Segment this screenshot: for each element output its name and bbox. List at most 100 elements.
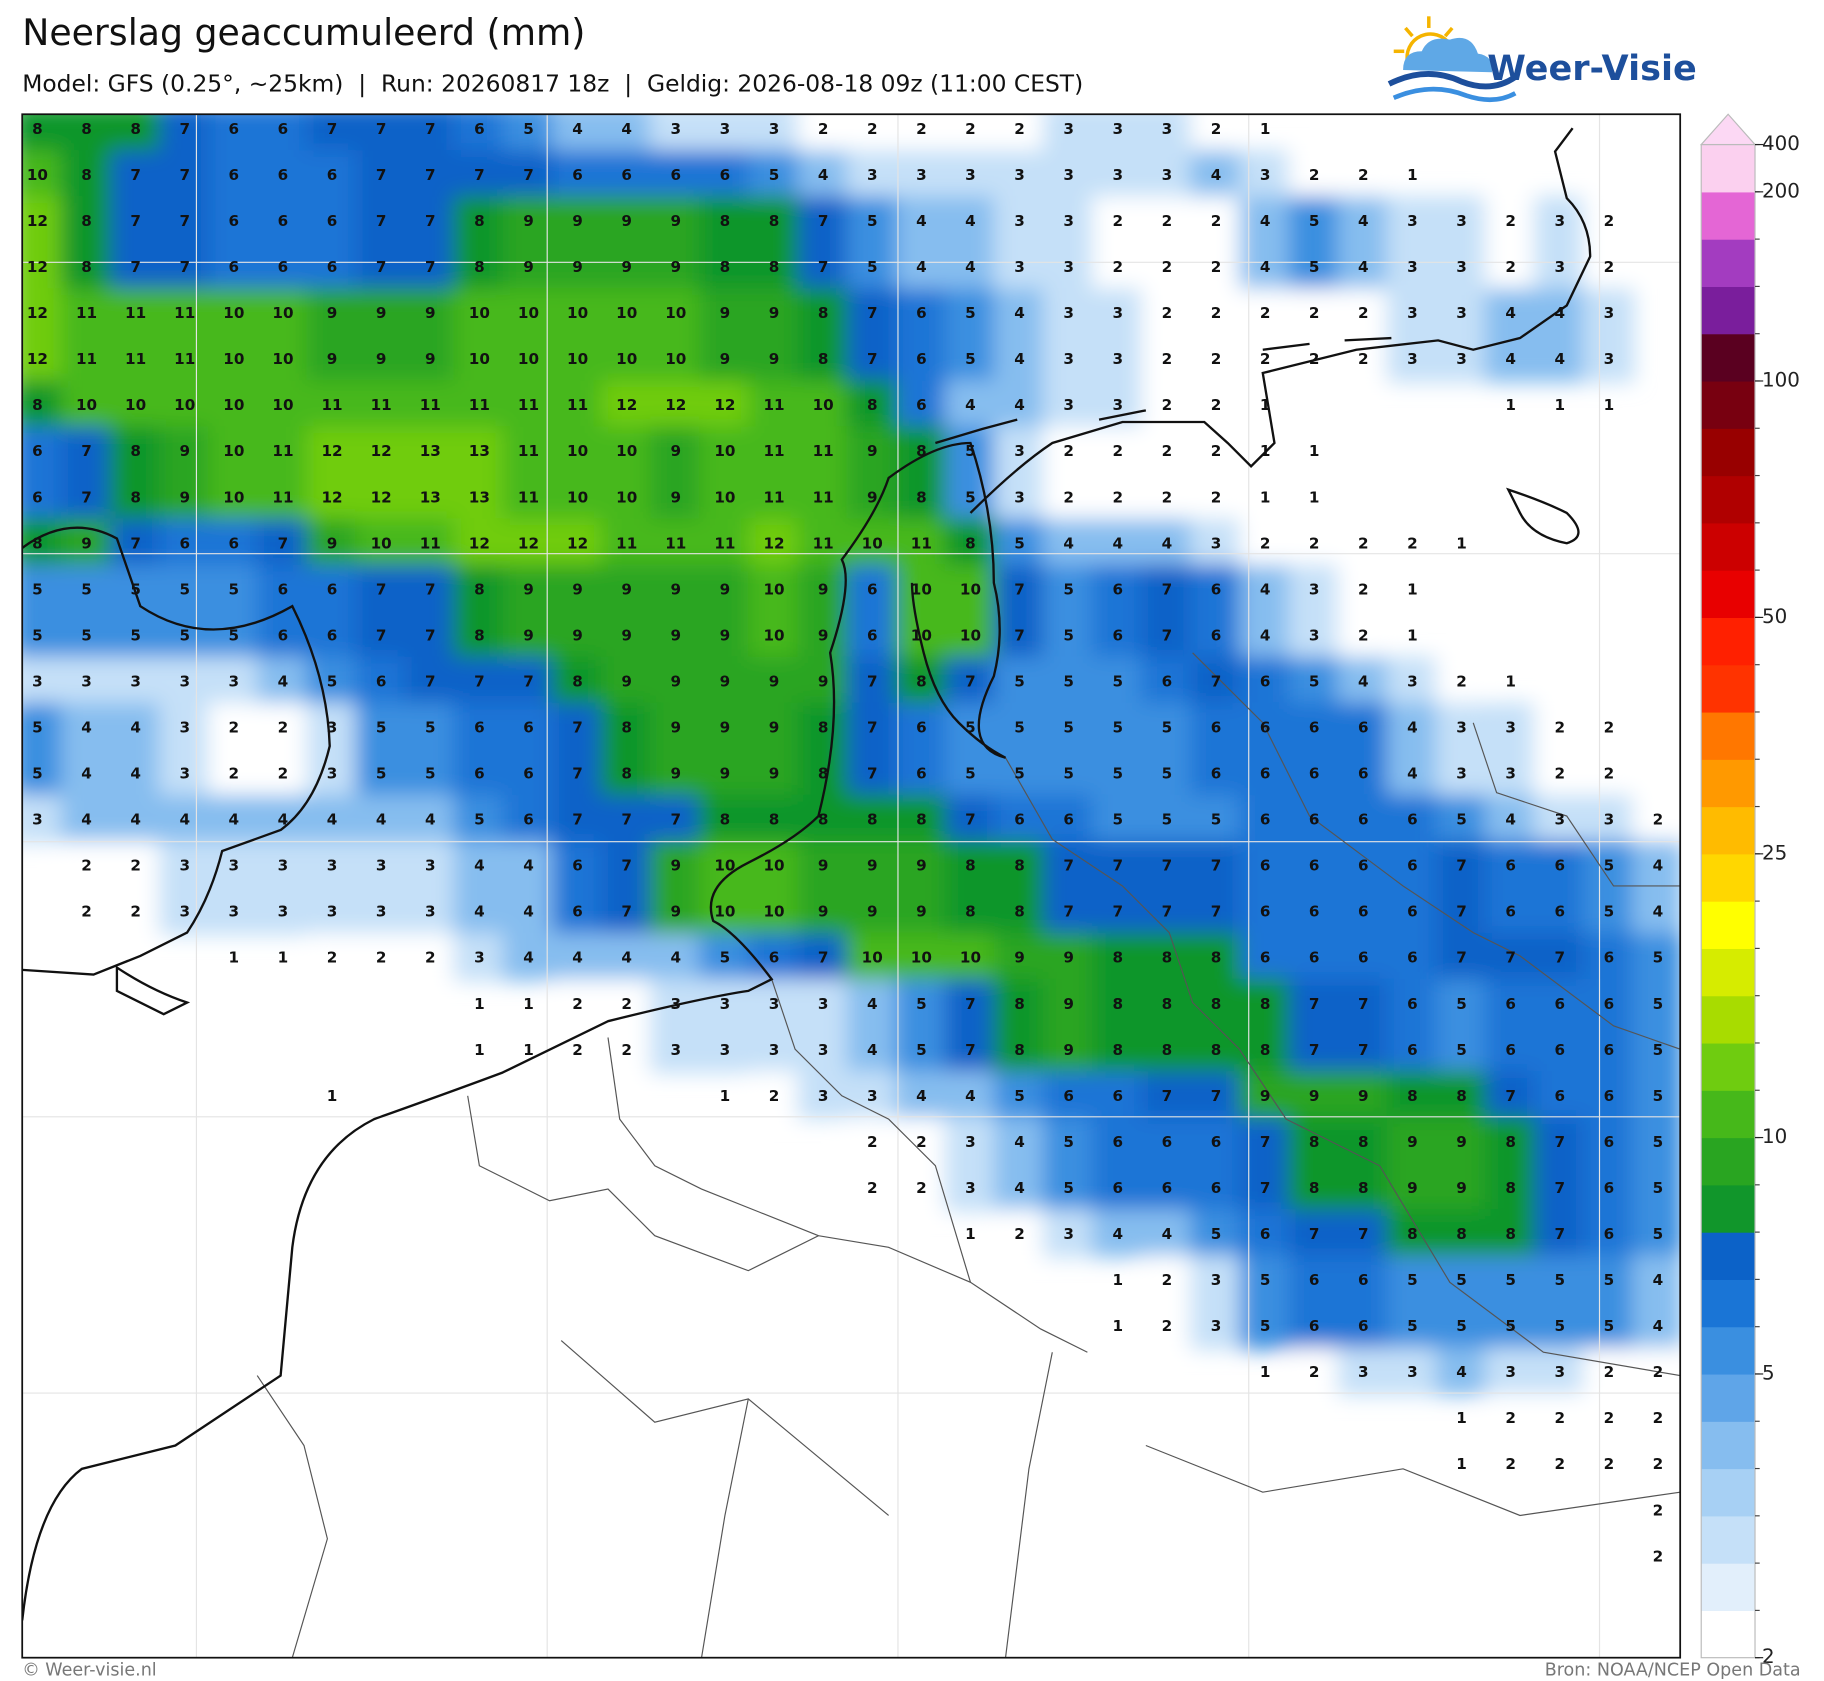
field-cell xyxy=(650,472,702,521)
field-cell xyxy=(257,840,309,890)
colorbar-tick-label: 400 xyxy=(1762,132,1800,155)
grid-value: 9 xyxy=(1407,1133,1418,1151)
grid-value: 2 xyxy=(916,120,927,138)
field-cell xyxy=(159,748,211,798)
field-cell xyxy=(650,150,702,199)
field-cell xyxy=(650,978,702,1028)
field-cell xyxy=(1583,794,1635,844)
field-cell xyxy=(600,932,653,982)
field-cell xyxy=(404,886,456,936)
colorbar-segment xyxy=(1701,475,1756,524)
field-cell xyxy=(1288,932,1340,982)
grid-value: 9 xyxy=(1407,1179,1418,1197)
field-cell xyxy=(993,380,1046,429)
grid-value: 7 xyxy=(818,949,829,967)
title: Neerslag geaccumuleerd (mm) xyxy=(22,11,585,54)
field-cell xyxy=(797,196,849,245)
field-cell xyxy=(1534,1117,1586,1166)
grid-value: 6 xyxy=(327,166,338,184)
field-cell xyxy=(159,564,211,613)
grid-value: 7 xyxy=(1456,903,1467,921)
colorbar-segment xyxy=(1701,1042,1756,1091)
grid-value: 4 xyxy=(572,120,583,138)
field-cell xyxy=(895,840,948,890)
grid-value: 4 xyxy=(81,811,92,829)
field-cell xyxy=(1092,932,1144,982)
field-cell xyxy=(502,242,555,291)
field-cell xyxy=(699,242,751,291)
grid-value: 9 xyxy=(523,212,534,230)
field-cell xyxy=(895,794,948,844)
grid-value: 5 xyxy=(376,765,387,783)
grid-value: 3 xyxy=(1113,166,1124,184)
field-cell xyxy=(993,472,1046,521)
field-cell xyxy=(1337,840,1390,890)
field-cell xyxy=(404,932,456,982)
grid-value: 13 xyxy=(469,488,490,506)
grid-value: 10 xyxy=(371,534,392,552)
field-cell xyxy=(600,334,653,383)
field-cell xyxy=(1042,656,1095,705)
grid-value: 1 xyxy=(474,1041,485,1059)
grid-value: 10 xyxy=(616,304,637,322)
grid-value: 2 xyxy=(81,903,92,921)
field-cell xyxy=(797,748,849,798)
field-cell xyxy=(1632,886,1681,936)
grid-value: 7 xyxy=(130,212,141,230)
field-cell xyxy=(1141,610,1193,659)
grid-value: 7 xyxy=(81,442,92,460)
field-cell xyxy=(551,1024,604,1074)
field-cell xyxy=(159,794,211,844)
field-cell xyxy=(1042,472,1095,521)
grid-value: 8 xyxy=(32,120,43,138)
grid-value: 2 xyxy=(916,1179,927,1197)
field-cell xyxy=(1632,1255,1681,1304)
field-cell xyxy=(22,564,64,613)
grid-value: 6 xyxy=(916,765,927,783)
grid-value: 9 xyxy=(818,857,829,875)
field-cell xyxy=(1386,1255,1439,1304)
field-cell xyxy=(748,426,800,475)
field-cell xyxy=(748,886,800,936)
field-cell xyxy=(1534,702,1586,752)
grid-value: 7 xyxy=(425,626,436,644)
grid-value: 5 xyxy=(1653,995,1664,1013)
grid-value: 6 xyxy=(474,765,485,783)
grid-value: 8 xyxy=(1309,1179,1320,1197)
field-cell xyxy=(1239,564,1291,613)
grid-value: 6 xyxy=(1309,811,1320,829)
field-cell xyxy=(208,334,260,383)
field-cell xyxy=(1042,114,1095,153)
field-cell xyxy=(1484,1117,1537,1166)
field-cell xyxy=(1141,242,1193,291)
grid-value: 7 xyxy=(1260,1179,1271,1197)
grid-value: 9 xyxy=(621,258,632,276)
grid-value: 4 xyxy=(1407,765,1418,783)
grid-value: 4 xyxy=(1653,903,1664,921)
grid-value: 5 xyxy=(769,166,780,184)
grid-value: 11 xyxy=(76,304,97,322)
field-cell xyxy=(1190,656,1242,705)
field-cell xyxy=(1534,840,1586,890)
field-cell xyxy=(1239,1071,1291,1120)
field-cell xyxy=(1141,794,1193,844)
field-cell xyxy=(1288,978,1340,1028)
field-cell xyxy=(650,748,702,798)
field-cell xyxy=(797,380,849,429)
grid-value: 5 xyxy=(867,212,878,230)
field-cell xyxy=(1484,978,1537,1028)
grid-value: 3 xyxy=(1014,212,1025,230)
grid-value: 6 xyxy=(1358,1271,1369,1289)
grid-value: 9 xyxy=(671,672,682,690)
field-cell xyxy=(1190,288,1242,337)
grid-value: 7 xyxy=(621,903,632,921)
grid-value: 9 xyxy=(621,672,632,690)
grid-value: 5 xyxy=(1604,1271,1615,1289)
grid-value: 4 xyxy=(1113,1225,1124,1243)
grid-value: 4 xyxy=(1358,212,1369,230)
field-cell xyxy=(355,150,407,199)
grid-value: 2 xyxy=(1309,534,1320,552)
field-cell xyxy=(22,242,64,291)
grid-value: 7 xyxy=(523,672,534,690)
field-cell xyxy=(993,886,1046,936)
